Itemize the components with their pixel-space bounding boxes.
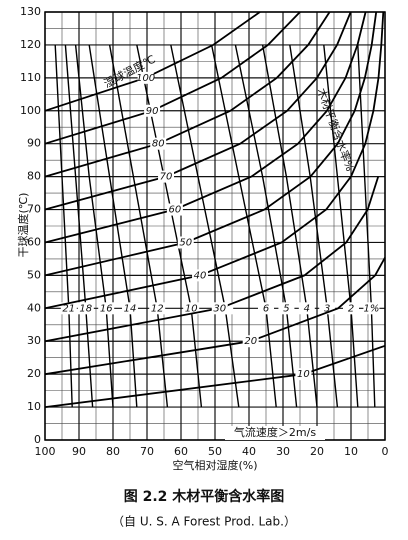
curve-label: 5: [283, 303, 289, 314]
x-tick-label: 80: [106, 445, 120, 458]
chart-subtitle: （自 U. S. A Forest Prod. Lab.）: [112, 515, 296, 529]
y-tick-label: 50: [27, 268, 41, 281]
annotation: 气流速度＞2m/s: [234, 425, 316, 439]
x-tick-label: 70: [140, 445, 154, 458]
curve-label: 6: [263, 303, 269, 314]
curve-label: 1%: [363, 303, 379, 314]
curve-label-bg: [343, 302, 359, 315]
x-tick-label: 10: [344, 445, 358, 458]
x-tick-label: 20: [310, 445, 324, 458]
wet-bulb-line: [44, 11, 385, 310]
curve-label: 70: [160, 172, 173, 183]
plot-area: 100 90 80 70 60 50 40 30 20 10 0010203040506070809…: [20, 5, 389, 458]
curve-label-bg: [166, 203, 183, 216]
curve-label-bg: [278, 302, 295, 315]
emc-line: [170, 44, 240, 408]
emc-line: [234, 44, 298, 408]
y-tick-label: 70: [27, 203, 41, 216]
curve-label: 12: [151, 303, 164, 314]
curve-label: 14: [124, 303, 137, 314]
y-tick-label: 100: [20, 104, 41, 117]
wet-bulb-line: [44, 11, 378, 277]
curve-label: 2: [348, 303, 354, 314]
annotation-bg: [225, 426, 325, 440]
chart-title: 图 2.2 木材平衡含水率图: [124, 488, 285, 505]
curve-label-bg: [60, 302, 77, 315]
plot-frame: [44, 11, 386, 441]
emc-line: [357, 44, 376, 408]
curve-label: 18: [79, 303, 92, 314]
y-tick-label: 20: [27, 367, 41, 380]
y-tick-label: 120: [20, 38, 41, 51]
y-tick-label: 10: [27, 400, 41, 413]
wet-bulb-line: [44, 176, 380, 343]
emc-line: [88, 44, 138, 408]
curve-label: 100: [136, 73, 155, 84]
curve-label-bg: [258, 302, 274, 315]
emc-line: [323, 44, 359, 408]
curve-label-bg: [242, 335, 259, 348]
emc-line: [261, 44, 318, 408]
curve-label: 10: [185, 303, 198, 314]
x-tick-label: 90: [72, 445, 86, 458]
curve-label: 90: [146, 106, 159, 117]
y-axis-label: 干球温度(℃): [16, 193, 30, 258]
y-tick-label: 60: [27, 235, 41, 248]
curve-label: 3: [324, 303, 330, 314]
curve-label-bg: [295, 368, 312, 381]
wet-bulb-line: [44, 11, 301, 145]
wet-bulb-title: 湿球温度℃: [101, 52, 157, 91]
curve-label-bg: [177, 236, 194, 249]
curve-label-bg: [150, 137, 167, 150]
curve-label-bg: [158, 170, 175, 183]
curve-label-bg: [149, 302, 166, 315]
y-tick-label: 0: [34, 433, 41, 446]
curve-label-bg: [192, 269, 209, 282]
x-tick-label: 50: [208, 445, 222, 458]
x-tick-label: 60: [174, 445, 188, 458]
wet-bulb-line: [44, 11, 367, 244]
y-tick-label: 30: [27, 334, 41, 347]
emc-line: [54, 44, 73, 408]
curve-label: 40: [194, 270, 207, 281]
curve-label: 4: [304, 303, 310, 314]
x-tick-label: 30: [276, 445, 290, 458]
wet-bulb-line: [44, 11, 331, 178]
emc-line: [108, 44, 169, 408]
wet-bulb-line: [44, 11, 261, 112]
y-tick-label: 110: [20, 71, 41, 84]
curve-label: 20: [244, 336, 257, 347]
curve-label: 10: [297, 369, 310, 380]
emc-line: [210, 44, 277, 408]
curve-label-bg: [183, 302, 200, 315]
y-tick-label: 40: [27, 301, 41, 314]
y-tick-label: 80: [27, 170, 41, 183]
curve-label: 30: [213, 303, 226, 314]
x-axis-label: 空气相对湿度(%): [172, 458, 257, 472]
emc-line: [74, 44, 114, 408]
curve-label-bg: [298, 302, 315, 315]
x-tick-label: 40: [242, 445, 256, 458]
curve-label-bg: [211, 302, 228, 315]
curve-label-bg: [98, 302, 115, 315]
y-tick-label: 130: [20, 5, 41, 18]
curve-label-bg: [137, 71, 154, 84]
curve-label: 50: [179, 237, 192, 248]
y-tick-label: 90: [27, 137, 41, 150]
emc-line: [289, 44, 339, 408]
curve-label: 16: [100, 303, 113, 314]
x-tick-label: 100: [35, 445, 56, 458]
curve-label: 21: [62, 303, 75, 314]
wet-bulb-line: [44, 257, 386, 376]
curve-label-bg: [122, 302, 138, 315]
x-tick-label: 0: [382, 445, 389, 458]
curve-label-bg: [363, 302, 380, 315]
emc-line: [64, 44, 94, 408]
curve-label: 80: [152, 139, 165, 150]
curve-label-bg: [77, 302, 94, 315]
curve-label: 60: [169, 205, 182, 216]
curve-label-bg: [144, 104, 161, 117]
